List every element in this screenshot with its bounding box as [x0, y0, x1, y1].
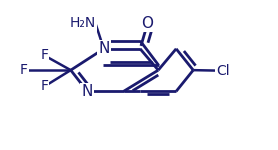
- Text: H₂N: H₂N: [69, 16, 96, 30]
- Text: F: F: [40, 80, 48, 93]
- Text: O: O: [142, 16, 153, 31]
- Text: N: N: [81, 84, 93, 99]
- Text: N: N: [98, 41, 110, 56]
- Text: F: F: [40, 48, 48, 62]
- Text: Cl: Cl: [216, 64, 230, 78]
- Text: F: F: [19, 63, 28, 77]
